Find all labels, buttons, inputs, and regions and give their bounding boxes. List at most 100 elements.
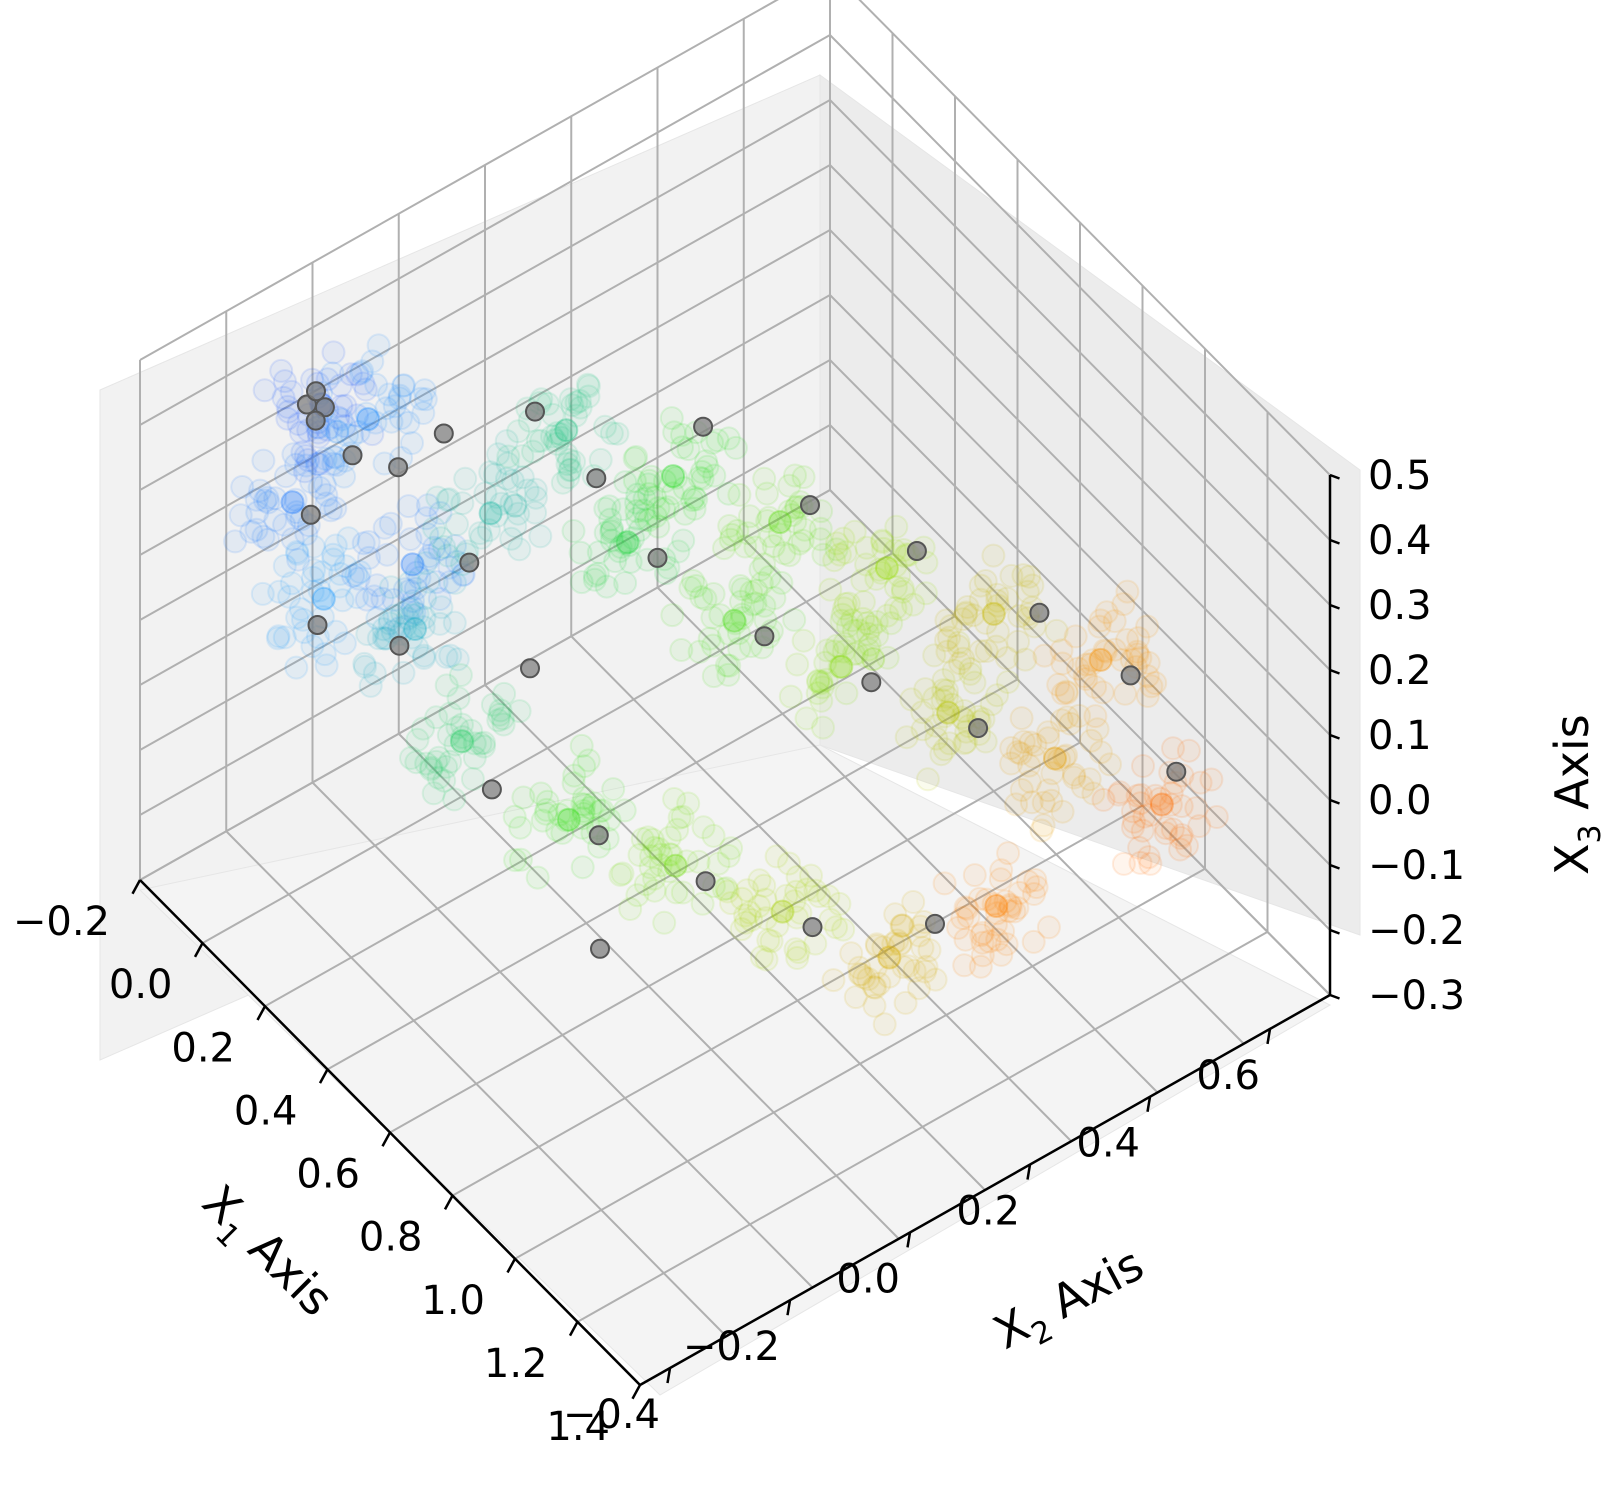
cloud-point [304,451,329,476]
cloud-point [597,494,622,519]
cloud-point [289,420,313,445]
cloud-point [859,614,884,639]
x3-tick-label: 0.1 [1368,713,1432,759]
cloud-point [737,900,762,925]
gray-point [802,917,823,938]
cloud-point [649,842,674,867]
cloud-point [730,606,755,631]
cloud-point [506,419,531,444]
cloud-point [735,878,760,903]
cloud-point [850,568,875,593]
cloud-point [1036,726,1061,751]
cloud-point [1128,791,1153,816]
cloud-point [437,555,462,580]
cloud-point [769,570,794,595]
cloud-point [855,611,880,636]
cloud-point [593,414,617,439]
cloud-point [822,639,847,664]
cloud-point [400,431,424,455]
cloud-point [1199,767,1224,792]
cloud-point [434,644,459,669]
cloud-point [1015,579,1040,604]
cloud-point [646,514,671,539]
cloud-point [922,686,947,711]
cloud-point [353,654,377,679]
cloud-point [830,602,855,627]
cloud-point [625,883,650,908]
cloud-point [1122,809,1146,834]
cloud-point [638,855,663,880]
cloud-point [507,699,532,724]
cloud-point [737,504,762,529]
cloud-point [865,934,890,958]
cloud-point [332,414,357,438]
cloud-point [1143,783,1168,808]
cloud-point [612,531,637,556]
cloud-point [1168,825,1193,850]
cloud-point [599,528,624,553]
cloud-point [347,559,372,584]
cloud-point [1143,671,1168,695]
x2-tick-label: −0.2 [683,1324,780,1370]
cloud-point [568,540,593,565]
cloud-point [884,514,909,539]
cloud-point [403,617,427,641]
cloud-point [427,537,452,562]
cloud-point [558,457,583,482]
gray-point [305,410,326,431]
cloud-point [397,578,422,603]
cloud-point [365,573,390,598]
cloud-point [754,906,779,931]
grid-line [139,358,1331,866]
cloud-point [664,465,689,490]
x1-tick-label: 1.2 [484,1341,548,1387]
cloud-point [727,636,752,661]
cloud-point [1081,781,1106,806]
cloud-point [887,563,912,588]
cloud-point [1039,788,1064,813]
cloud-point [735,521,760,546]
cloud-point [986,593,1010,618]
cloud-point [540,424,564,449]
cloud-point [417,544,442,569]
x3-tick [1329,603,1340,610]
cloud-point [851,590,876,614]
x3-tick-label: −0.2 [1368,908,1465,954]
cloud-point [952,731,977,756]
cloud-point [994,932,1019,957]
axis-lines [131,473,1340,1400]
x2-tick [1026,1164,1032,1180]
cloud-point [674,849,699,874]
cloud-point [594,574,619,599]
cloud-point [1036,915,1061,940]
cloud-point [362,584,387,609]
grid-line [139,228,1331,736]
cloud-point [856,621,880,646]
cloud-point [711,877,736,902]
cloud-point [508,815,533,840]
cloud-point [426,765,451,790]
cloud-point [723,611,748,636]
cloud-point [934,608,959,633]
cloud-point [910,700,935,725]
cloud-point [749,945,774,970]
cloud-point [400,603,425,628]
cloud-point [981,892,1006,916]
cloud-point [630,827,655,852]
cloud-point [931,678,956,703]
cloud-point [499,526,524,551]
cloud-point [953,927,978,952]
cloud-point [774,883,799,908]
cloud-point [1125,783,1150,808]
cloud-point [739,580,764,605]
gray-point [342,445,363,466]
cloud-point [313,446,338,471]
gray-point [925,913,945,934]
cloud-point [955,896,980,921]
cloud-point [554,442,579,467]
grid-line [570,635,1072,1142]
cloud-point [263,486,288,511]
cloud-point [292,459,317,484]
cloud-point [279,571,304,596]
cloud-point [697,626,722,651]
